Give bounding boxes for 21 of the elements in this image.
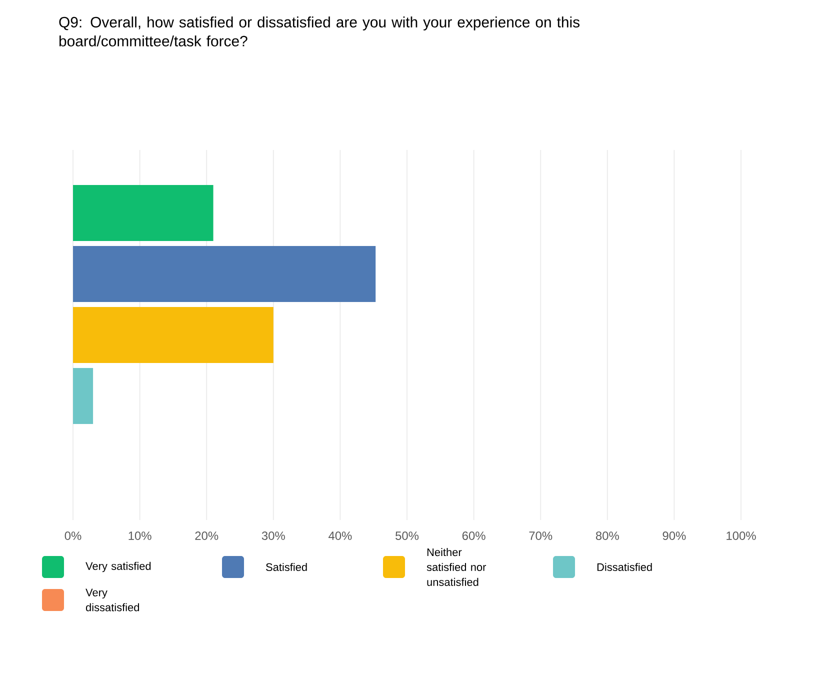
legend-label: Very satisfied	[86, 562, 151, 572]
x-tick-label: 90%	[662, 532, 686, 540]
x-tick-label: 0%	[64, 532, 82, 540]
bar	[73, 368, 94, 424]
x-tick-label: 60%	[462, 532, 486, 540]
legend-label: Satisfied	[266, 562, 307, 572]
x-tick-label: 70%	[529, 532, 552, 540]
legend-label: Dissatisfied	[597, 562, 652, 572]
x-tick-label: 100%	[726, 532, 756, 540]
bar	[73, 185, 214, 241]
bar	[73, 246, 376, 302]
x-tick-label: 50%	[396, 532, 419, 540]
chart-title: Q9: Overall, how satisfied or dissatisfied are you with your experience on this board/committee/task force?	[59, 16, 580, 46]
x-tick-label: 10%	[128, 532, 152, 540]
x-tick-label: 80%	[596, 532, 619, 540]
legend-label: Very dissatisfied	[86, 588, 140, 612]
x-tick-label: 30%	[262, 532, 285, 540]
x-tick-label: 40%	[328, 532, 352, 540]
legend-label: Neither satisfied nor unsatisfied	[426, 548, 486, 586]
x-tick-label: 20%	[195, 532, 218, 540]
bar	[73, 307, 274, 364]
